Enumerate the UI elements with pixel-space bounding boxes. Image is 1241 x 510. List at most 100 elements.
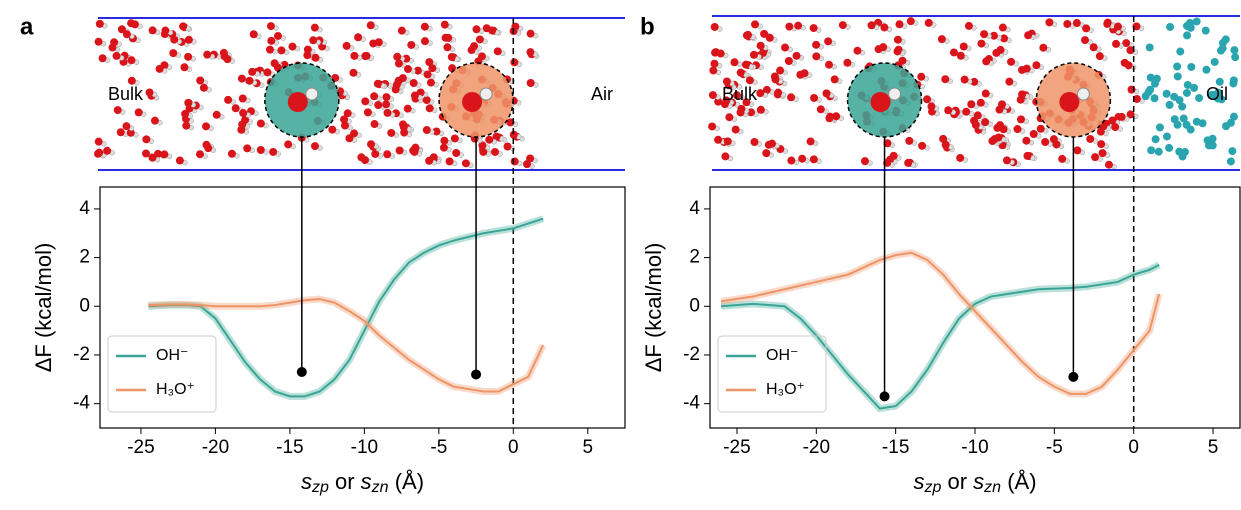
oxygen-atom bbox=[964, 21, 973, 30]
y-tick-label: 4 bbox=[79, 198, 90, 219]
oxygen-atom bbox=[1103, 19, 1112, 28]
oxygen-atom bbox=[108, 43, 117, 52]
oxygen-atom bbox=[362, 51, 371, 60]
x-label-part: zn bbox=[983, 479, 1001, 496]
oxygen-atom bbox=[371, 149, 380, 158]
oxygen-atom bbox=[959, 42, 968, 51]
legend-label: OH⁻ bbox=[156, 347, 188, 364]
x-label-part: (Å) bbox=[389, 469, 424, 494]
panel-label: b bbox=[640, 13, 655, 40]
carbon-atom bbox=[1179, 114, 1188, 123]
oxygen-atom bbox=[956, 153, 965, 162]
oxygen-atom bbox=[374, 100, 383, 109]
oxygen-atom bbox=[1095, 52, 1104, 61]
oxygen-atom bbox=[403, 104, 412, 113]
oxygen-atom bbox=[383, 150, 392, 159]
carbon-atom bbox=[1187, 62, 1196, 71]
x-label-part: s bbox=[301, 469, 312, 494]
oxygen-atom bbox=[756, 105, 765, 114]
oxygen-atom bbox=[265, 45, 274, 54]
oxygen-atom bbox=[387, 128, 396, 137]
oxygen-atom bbox=[971, 120, 980, 129]
carbon-atom bbox=[1231, 53, 1240, 62]
oxygen-atom bbox=[195, 150, 204, 159]
carbon-atom bbox=[1155, 123, 1164, 132]
oxygen-atom bbox=[830, 75, 839, 84]
oxygen-atom bbox=[488, 26, 497, 35]
carbon-atom bbox=[1183, 31, 1192, 40]
oxygen-atom bbox=[370, 92, 379, 101]
oxygen-atom bbox=[1000, 34, 1009, 43]
oxygen-atom bbox=[303, 51, 312, 60]
oxygen-atom bbox=[409, 79, 418, 88]
oxygen-atom bbox=[981, 118, 990, 127]
carbon-atom bbox=[1201, 26, 1210, 35]
carbon-atom bbox=[1208, 141, 1217, 150]
carbon-atom bbox=[1221, 35, 1230, 44]
oxygen-atom bbox=[202, 122, 211, 131]
oxygen-atom bbox=[994, 133, 1003, 142]
x-tick-label: 5 bbox=[582, 437, 593, 458]
x-tick-label: -15 bbox=[276, 437, 303, 458]
oxygen-atom bbox=[145, 88, 154, 97]
oxygen-atom bbox=[1132, 22, 1141, 31]
oxygen-atom bbox=[267, 36, 276, 45]
oxygen-atom bbox=[413, 66, 422, 75]
x-tick-label: -20 bbox=[202, 437, 229, 458]
oxygen-atom bbox=[180, 63, 189, 72]
oxygen-atom bbox=[94, 137, 103, 146]
carbon-atom bbox=[1215, 77, 1224, 86]
oxygen-atom bbox=[127, 76, 136, 85]
oxygen-atom bbox=[941, 75, 950, 84]
oxygen-atom bbox=[522, 160, 531, 169]
oxygen-atom bbox=[223, 55, 232, 64]
oxygen-atom bbox=[809, 155, 818, 164]
series-line bbox=[720, 251, 1161, 395]
oxygen-atom bbox=[787, 156, 796, 165]
x-label-part: zn bbox=[371, 479, 389, 496]
oxygen-atom bbox=[895, 20, 904, 29]
ion-hydrogen bbox=[888, 87, 902, 101]
oxygen-atom bbox=[432, 127, 441, 136]
y-tick-label: 2 bbox=[79, 247, 90, 268]
carbon-atom bbox=[1151, 135, 1160, 144]
oxygen-atom bbox=[231, 104, 240, 113]
x-axis-label: szp or szn (Å) bbox=[301, 469, 424, 496]
oxygen-atom bbox=[998, 23, 1007, 32]
series-line bbox=[721, 264, 1160, 410]
oxygen-atom bbox=[440, 20, 449, 29]
oxygen-atom bbox=[248, 67, 257, 76]
oxygen-atom bbox=[917, 72, 926, 81]
oxygen-atom bbox=[792, 51, 801, 60]
oxygen-atom bbox=[126, 128, 135, 137]
oxygen-atom bbox=[398, 74, 407, 83]
oxygen-atom bbox=[238, 120, 247, 129]
oxygen-atom bbox=[493, 47, 502, 56]
carbon-atom bbox=[1192, 117, 1201, 126]
panel-label: a bbox=[20, 13, 34, 40]
oxygen-atom bbox=[117, 25, 126, 34]
carbon-atom bbox=[1165, 100, 1174, 109]
oxygen-atom bbox=[122, 30, 131, 39]
oxygen-atom bbox=[880, 23, 889, 32]
oxygen-atom bbox=[492, 132, 501, 141]
oxygen-atom bbox=[273, 31, 282, 40]
oxygen-atom bbox=[893, 47, 902, 56]
oxygen-atom bbox=[425, 156, 434, 165]
oxygen-atom bbox=[1029, 129, 1038, 138]
oxygen-atom bbox=[130, 20, 139, 29]
oxygen-atom bbox=[1052, 140, 1061, 149]
oxygen-atom bbox=[1117, 112, 1126, 121]
carbon-atom bbox=[1162, 132, 1171, 141]
oxygen-atom bbox=[470, 42, 479, 51]
y-tick-label: 0 bbox=[689, 295, 700, 316]
oxygen-atom bbox=[973, 111, 982, 120]
legend-label: H₃O⁺ bbox=[766, 381, 805, 398]
oxygen-atom bbox=[1108, 116, 1117, 125]
carbon-atom bbox=[1165, 143, 1174, 152]
oxygen-atom bbox=[288, 42, 297, 51]
oxygen-atom bbox=[407, 40, 416, 49]
oxygen-atom bbox=[741, 60, 750, 69]
ion-oxygen bbox=[287, 92, 308, 112]
